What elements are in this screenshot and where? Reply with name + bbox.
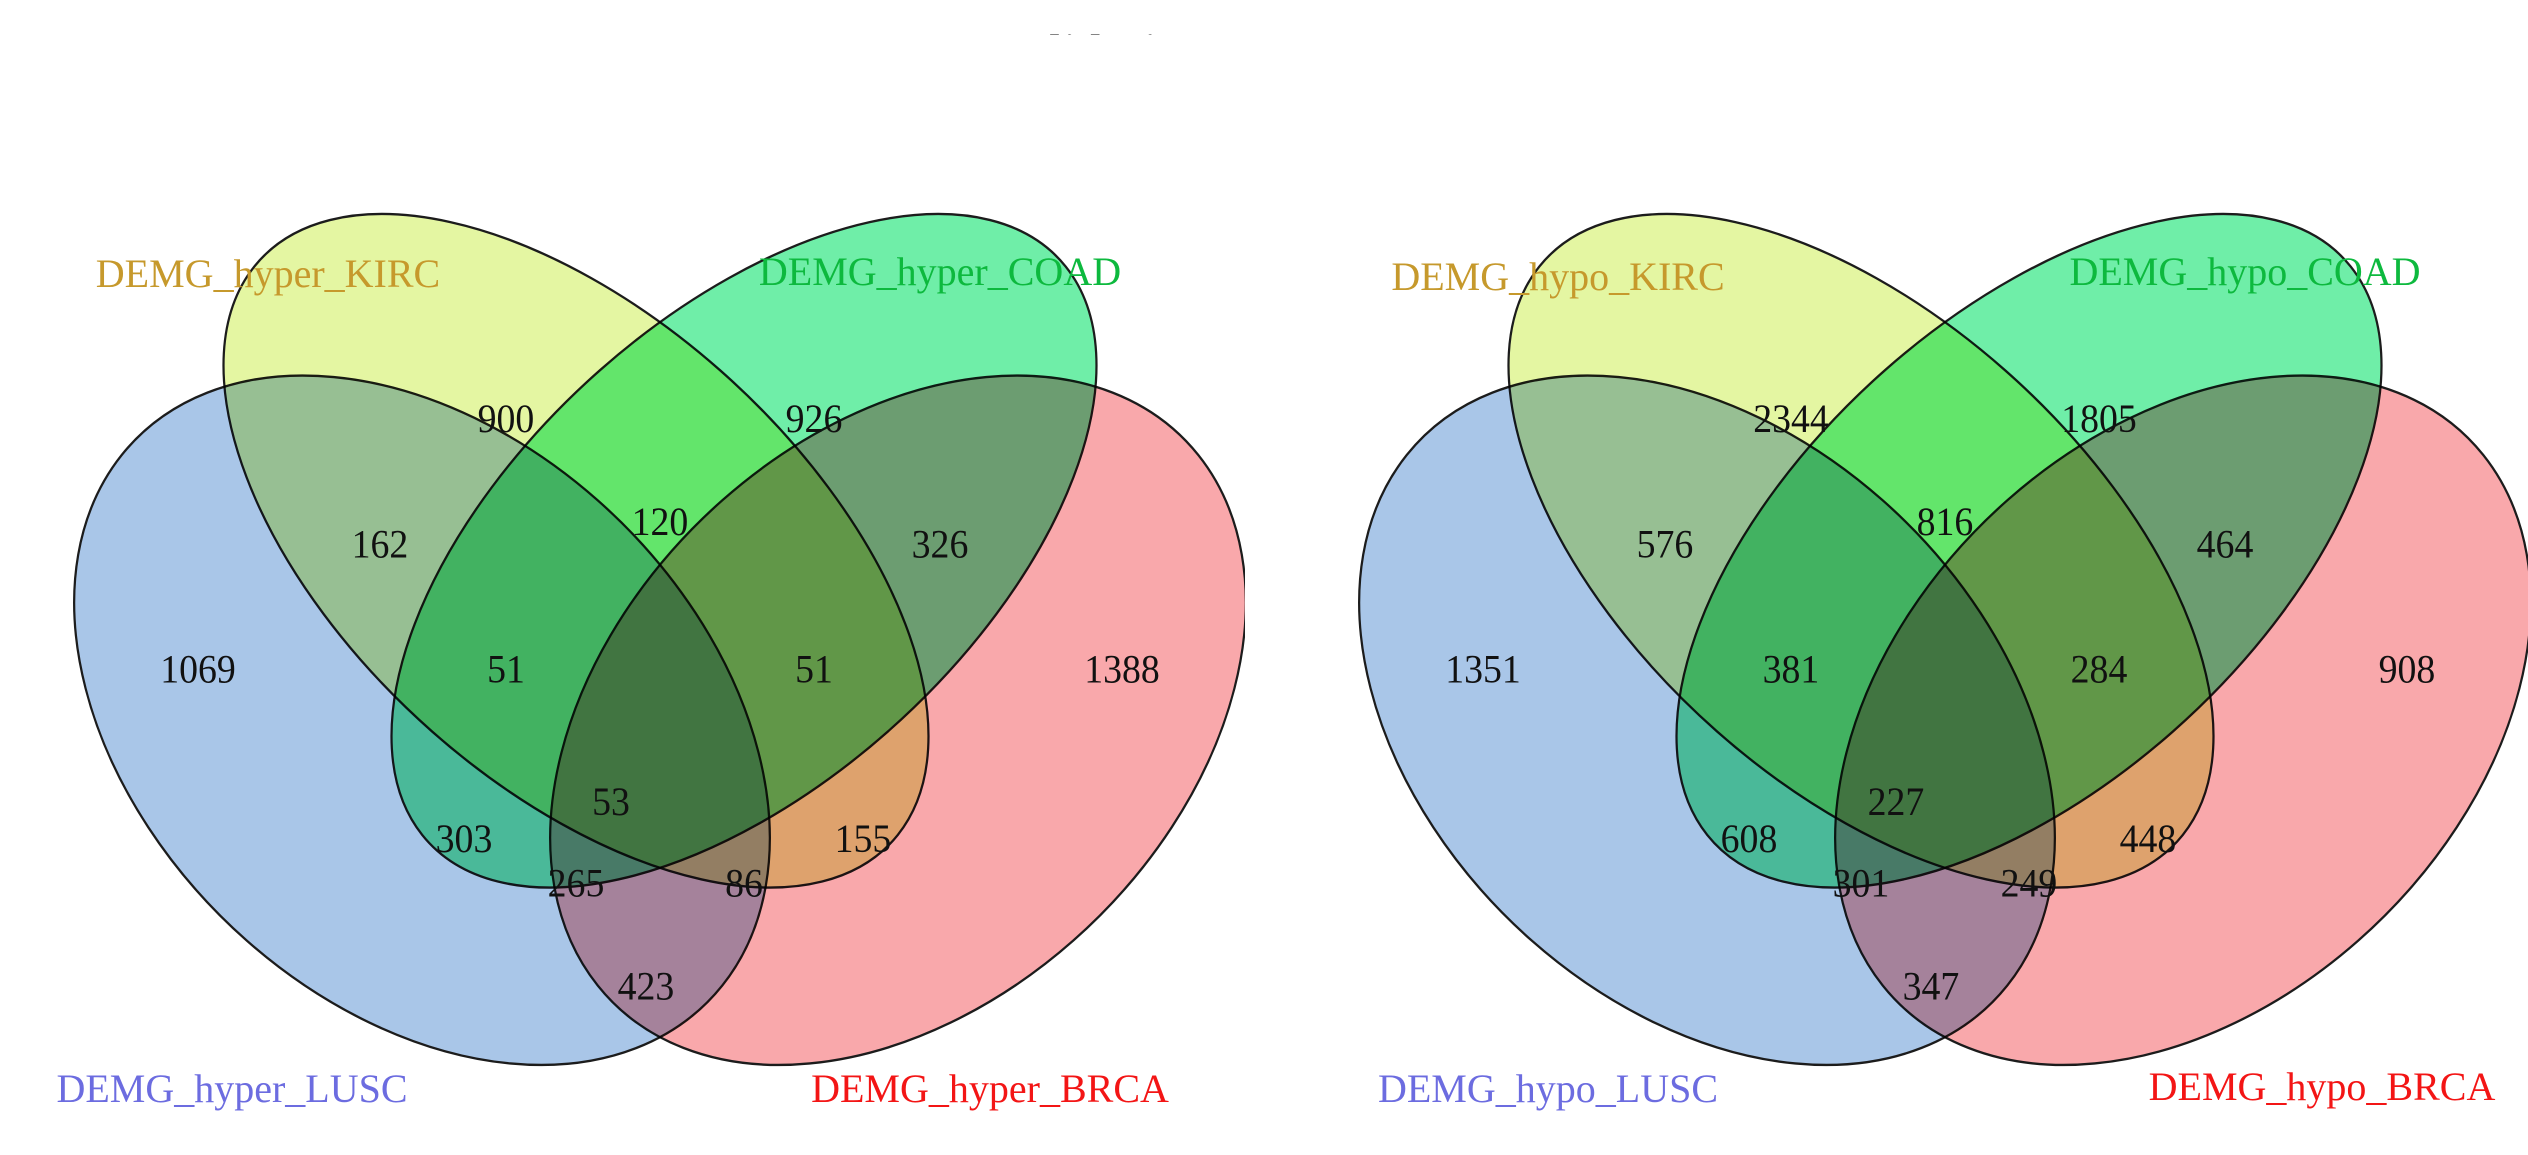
venn-diagram-panel-a: 1069 900 926 1388 162 120 326 303 155 51… [0,35,1360,1155]
region-count-kirc-coad: 120 [632,500,689,544]
venn-b-ellipse-brca [1834,374,2528,1067]
region-count-lusc-kirc: 162 [352,522,409,566]
region-count-all-four: 53 [592,780,630,824]
region-count-lusc-coad-brca: 265 [548,861,605,905]
region-count-lusc: 1069 [160,648,236,692]
set-label-hypo-coad: DEMG_hypo_COAD [2069,249,2421,294]
region-count-lusc-kirc-brca: 86 [725,861,763,905]
set-label-hypo-brca: DEMG_hypo_BRCA [2148,1064,2496,1109]
region-count-lusc-coad: 303 [436,817,493,861]
set-label-hyper-brca: DEMG_hyper_BRCA [811,1066,1169,1111]
set-label-hyper-coad: DEMG_hyper_COAD [758,249,1122,294]
set-label-hyper-lusc: DEMG_hyper_LUSC [56,1066,408,1111]
region-count-lusc-kirc-coad: 381 [1763,648,1820,692]
venn-diagram-panel-b: 1351 2344 1805 908 576 816 464 608 448 3… [1245,35,2528,1155]
region-count-kirc-coad-brca: 51 [795,648,833,692]
region-count-all-four: 227 [1868,780,1925,824]
region-count-lusc-kirc-brca: 249 [2001,861,2058,905]
region-count-lusc-kirc-coad: 51 [487,648,525,692]
region-count-kirc: 900 [478,397,535,441]
region-count-coad-brca: 326 [912,522,969,566]
region-count-kirc-brca: 155 [835,817,892,861]
region-count-lusc-kirc: 576 [1637,522,1694,566]
region-count-lusc-brca: 423 [618,965,675,1009]
region-count-brca: 908 [2379,648,2436,692]
set-label-hyper-kirc: DEMG_hyper_KIRC [95,251,441,296]
region-count-coad: 926 [786,397,843,441]
region-count-kirc-coad: 816 [1917,500,1974,544]
region-count-lusc-brca: 347 [1903,965,1960,1009]
set-label-hypo-kirc: DEMG_hypo_KIRC [1391,254,1725,299]
region-count-kirc: 2344 [1753,397,1829,441]
region-count-coad-brca: 464 [2197,522,2254,566]
region-count-coad: 1805 [2061,397,2137,441]
region-count-kirc-brca: 448 [2120,817,2177,861]
region-count-kirc-coad-brca: 284 [2071,648,2128,692]
region-count-lusc: 1351 [1445,648,1521,692]
region-count-brca: 1388 [1084,648,1160,692]
region-count-lusc-coad: 608 [1721,817,1778,861]
set-label-hypo-lusc: DEMG_hypo_LUSC [1377,1066,1719,1111]
venn-a-ellipse-brca [549,374,1247,1067]
region-count-lusc-coad-brca: 301 [1833,861,1890,905]
